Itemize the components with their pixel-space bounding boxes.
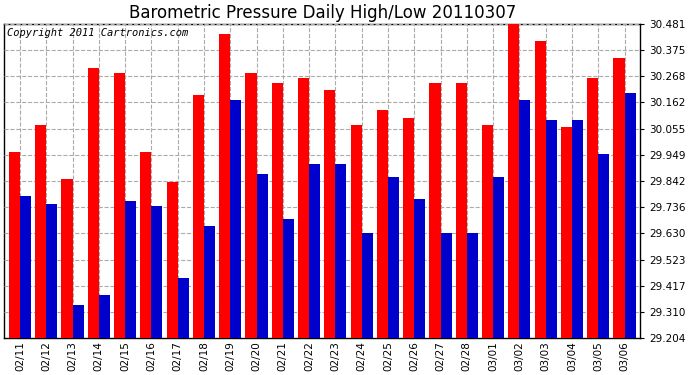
Bar bbox=[587, 78, 598, 338]
Bar bbox=[509, 24, 520, 338]
Bar bbox=[520, 100, 531, 338]
Bar bbox=[535, 41, 546, 338]
Bar bbox=[429, 83, 440, 338]
Bar bbox=[88, 68, 99, 338]
Bar bbox=[335, 164, 346, 338]
Bar bbox=[440, 233, 451, 338]
Bar bbox=[99, 295, 110, 338]
Bar bbox=[230, 100, 241, 338]
Bar bbox=[467, 233, 478, 338]
Bar bbox=[309, 164, 320, 338]
Title: Barometric Pressure Daily High/Low 20110307: Barometric Pressure Daily High/Low 20110… bbox=[128, 4, 516, 22]
Bar bbox=[72, 305, 83, 338]
Bar bbox=[204, 226, 215, 338]
Bar bbox=[193, 95, 204, 338]
Bar bbox=[114, 73, 125, 338]
Bar bbox=[9, 152, 20, 338]
Bar bbox=[151, 206, 162, 338]
Bar bbox=[377, 110, 388, 338]
Bar bbox=[403, 117, 414, 338]
Bar bbox=[482, 125, 493, 338]
Bar bbox=[493, 177, 504, 338]
Bar bbox=[219, 34, 230, 338]
Bar bbox=[362, 233, 373, 338]
Bar bbox=[414, 199, 425, 338]
Bar bbox=[20, 196, 31, 338]
Bar bbox=[572, 120, 583, 338]
Bar bbox=[624, 93, 635, 338]
Bar bbox=[246, 73, 257, 338]
Bar bbox=[166, 182, 177, 338]
Bar bbox=[61, 179, 72, 338]
Bar bbox=[140, 152, 151, 338]
Bar bbox=[613, 58, 624, 338]
Bar bbox=[272, 83, 283, 338]
Bar bbox=[561, 128, 572, 338]
Bar bbox=[456, 83, 467, 338]
Bar bbox=[351, 125, 362, 338]
Bar bbox=[177, 278, 188, 338]
Bar bbox=[324, 90, 335, 338]
Bar bbox=[598, 154, 609, 338]
Bar bbox=[388, 177, 399, 338]
Bar bbox=[125, 201, 136, 338]
Text: Copyright 2011 Cartronics.com: Copyright 2011 Cartronics.com bbox=[8, 28, 188, 39]
Bar bbox=[546, 120, 557, 338]
Bar bbox=[283, 219, 294, 338]
Bar bbox=[257, 174, 268, 338]
Bar bbox=[35, 125, 46, 338]
Bar bbox=[298, 78, 309, 338]
Bar bbox=[46, 204, 57, 338]
